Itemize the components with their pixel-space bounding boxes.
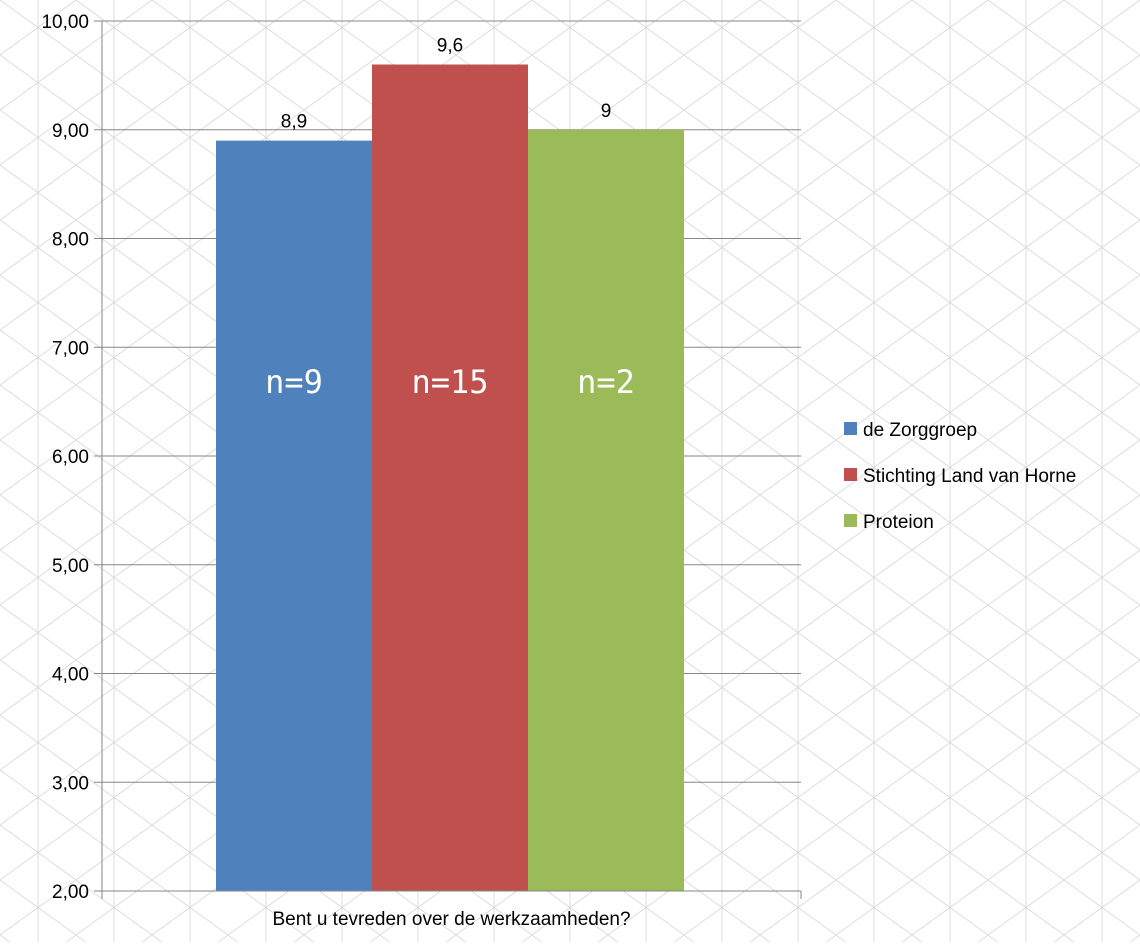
bar (528, 129, 684, 891)
legend: de Zorggroep Stichting Land van Horne Prot… (844, 420, 1076, 533)
legend-label: Proteion (863, 512, 934, 533)
legend-swatch (844, 468, 857, 481)
y-tick-label: 7,00 (52, 338, 89, 359)
y-tick-label: 3,00 (52, 773, 89, 794)
y-tick-label: 2,00 (52, 882, 89, 903)
y-tick-label: 9,00 (52, 121, 89, 142)
y-tick-label: 5,00 (52, 556, 89, 577)
data-label: 9,6 (437, 36, 463, 57)
data-label: 9 (601, 101, 612, 122)
bar (372, 64, 528, 891)
legend-swatch (844, 514, 857, 527)
sample-size-label: n=15 (411, 363, 488, 401)
axes: 2,00 3,00 4,00 5,00 6,00 7,00 8,00 9,00 10,00 Ben… (41, 12, 802, 930)
y-tick-label: 8,00 (52, 230, 89, 251)
sample-size-label: n=2 (577, 363, 635, 401)
y-tick-label: 10,00 (41, 12, 89, 33)
x-category-label: Bent u tevreden over de werkzaamheden? (272, 909, 630, 930)
legend-label: de Zorggroep (863, 420, 977, 441)
bar (216, 140, 372, 891)
bars (216, 64, 684, 891)
legend-swatch (844, 422, 857, 435)
data-label: 8,9 (281, 112, 307, 133)
y-tick-label: 4,00 (52, 665, 89, 686)
sample-size-label: n=9 (265, 363, 323, 401)
labels: 8,9 n=9 9,6 n=15 9 n=2 (265, 36, 635, 402)
legend-label: Stichting Land van Horne (863, 466, 1076, 487)
y-tick-label: 6,00 (52, 447, 89, 468)
